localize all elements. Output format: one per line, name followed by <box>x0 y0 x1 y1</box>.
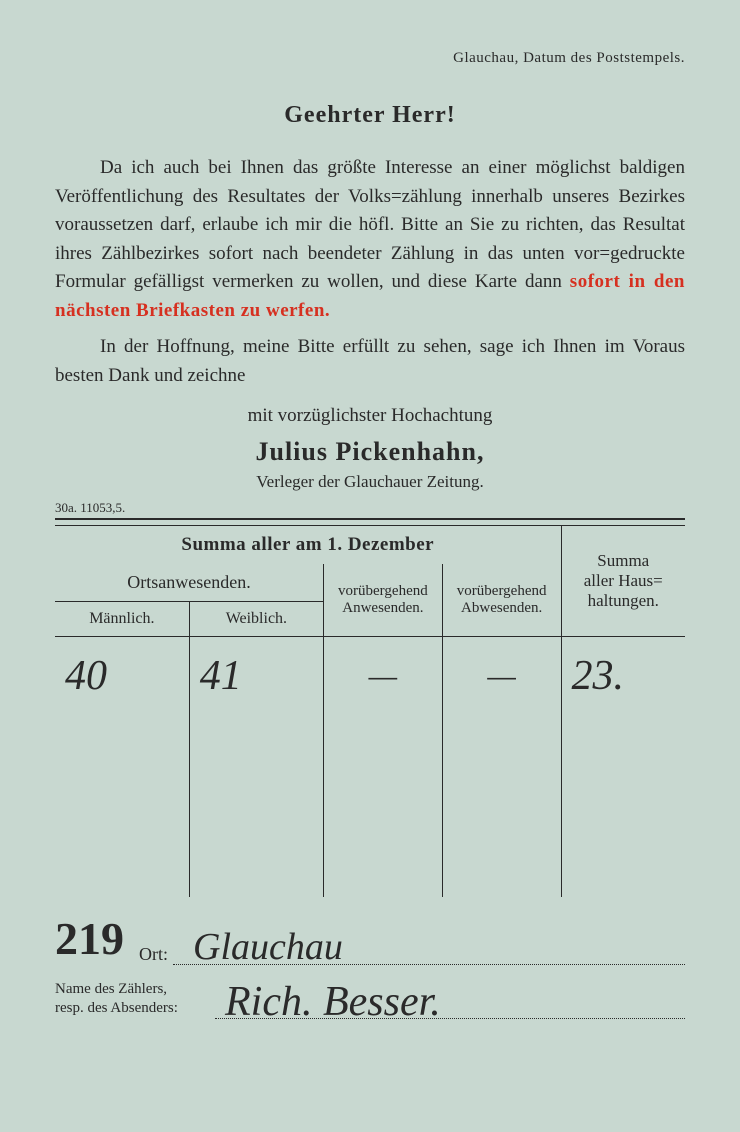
salutation: Geehrter Herr! <box>55 102 685 129</box>
table-col5-line1: Summa <box>597 551 649 570</box>
form-number: 219 <box>55 912 124 965</box>
body-text-2: In der Hoffnung, meine Bitte erfüllt zu … <box>55 336 685 386</box>
cell-maennlich: 40 <box>55 637 189 897</box>
cell-abwesend: — <box>442 637 561 897</box>
bottom-section: 219 Ort: Glauchau Name des Zählers, resp… <box>55 912 685 1019</box>
census-table: Summa aller am 1. Dezember Summa aller H… <box>55 525 685 897</box>
body-paragraph-2: In der Hoffnung, meine Bitte erfüllt zu … <box>55 333 685 390</box>
ort-label: Ort: <box>139 944 168 965</box>
sender-value: Rich. Besser. <box>225 978 441 1026</box>
table-col5-line2: aller Haus= <box>584 571 663 590</box>
reference-number: 30a. 11053,5. <box>55 500 685 516</box>
cell-haushaltungen: 23. <box>561 637 685 897</box>
cell-anwesend: — <box>324 637 443 897</box>
body-paragraph-1: Da ich auch bei Ihnen das größte Interes… <box>55 154 685 325</box>
table-col1-header: Männlich. <box>55 602 189 637</box>
table-data-row: 40 41 — — 23. <box>55 637 685 897</box>
sender-label: Name des Zählers, resp. des Absenders: <box>55 980 215 1019</box>
ort-value: Glauchau <box>193 925 343 969</box>
table-subheader-left: Ortsanwesenden. <box>55 564 324 602</box>
cell-weiblich: 41 <box>189 637 323 897</box>
sender-label-line2: resp. des Absenders: <box>55 1000 178 1016</box>
signature-name: Julius Pickenhahn, <box>55 437 685 467</box>
header-location-date: Glauchau, Datum des Poststempels. <box>55 50 685 67</box>
table-col2-header: Weiblich. <box>189 602 323 637</box>
closing-line: mit vorzüglichster Hochachtung <box>55 405 685 427</box>
table-col5-line3: haltungen. <box>588 591 659 610</box>
sender-label-line1: Name des Zählers, <box>55 981 167 997</box>
signature-title: Verleger der Glauchauer Zeitung. <box>55 472 685 492</box>
table-col4-header: vorübergehend Abwesenden. <box>442 564 561 637</box>
divider-line <box>55 518 685 520</box>
table-main-header: Summa aller am 1. Dezember <box>59 534 557 556</box>
table-col3-header: vorübergehend Anwesenden. <box>324 564 443 637</box>
